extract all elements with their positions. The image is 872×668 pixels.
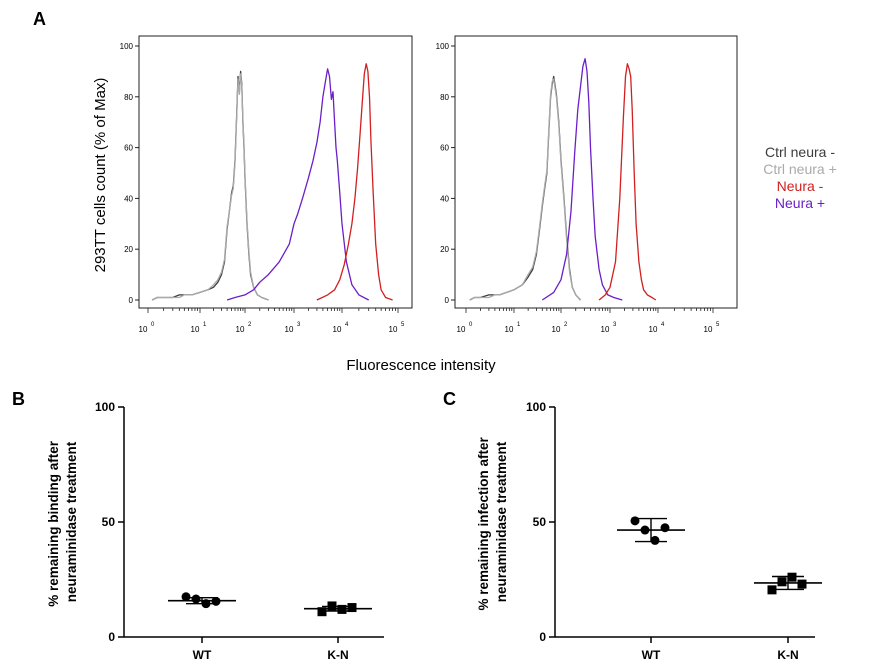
data-point-k-n bbox=[317, 607, 327, 617]
panel-a-x-tick-exponent: 1 bbox=[517, 322, 521, 328]
panel-b-y-axis-title-line1: % remaining binding after neuraminidase … bbox=[46, 437, 79, 607]
panel-a-x-tick-exponent: 3 bbox=[297, 322, 301, 328]
data-point-k-n bbox=[327, 601, 337, 611]
panel-a-x-tick-exponent: 2 bbox=[564, 322, 568, 328]
panel-a-y-tick-label: 20 bbox=[124, 245, 133, 254]
data-point-k-n bbox=[797, 579, 807, 589]
y-tick-label: 50 bbox=[102, 515, 116, 529]
panel-a-y-tick-label: 0 bbox=[129, 296, 134, 305]
panel-a-x-tick-exponent: 4 bbox=[661, 322, 665, 328]
data-point-wt bbox=[181, 592, 191, 602]
histogram-line-neura bbox=[541, 58, 623, 301]
panel-a-y-tick-label: 0 bbox=[445, 296, 450, 305]
y-tick-label: 0 bbox=[108, 630, 115, 644]
histogram-line-ctrl-neura bbox=[151, 70, 269, 301]
y-tick-label: 0 bbox=[539, 630, 546, 644]
panel-a-x-tick-exponent: 2 bbox=[248, 322, 252, 328]
panel-a-legend: Ctrl neura -Ctrl neura +Neura -Neura + bbox=[763, 144, 837, 211]
panel-a-x-tick-label: 10 bbox=[333, 325, 342, 334]
panel-c-y-axis-title-line2: neuraminidase treatment bbox=[494, 441, 509, 602]
histogram-line-neura bbox=[316, 63, 393, 301]
histogram-line-neura bbox=[226, 68, 370, 301]
histogram-line-neura bbox=[598, 63, 657, 301]
panel-a-x-tick-label: 10 bbox=[552, 325, 561, 334]
panel-a-x-tick-label: 10 bbox=[457, 325, 466, 334]
panel-a-x-tick-exponent: 1 bbox=[203, 322, 207, 328]
data-point-wt bbox=[201, 599, 211, 609]
panel-a-x-axis-title: Fluorescence intensity bbox=[346, 357, 496, 374]
panel-b-y-axis-title: % remaining binding after bbox=[46, 440, 61, 607]
panel-a-y-tick-label: 100 bbox=[436, 42, 450, 51]
panel-a-x-tick-exponent: 4 bbox=[345, 322, 349, 328]
panel-a-y-tick-label: 60 bbox=[440, 144, 449, 153]
y-tick-label: 50 bbox=[533, 515, 547, 529]
x-tick-label-wt: WT bbox=[642, 648, 661, 662]
x-tick-label-k-n: K-N bbox=[327, 648, 348, 662]
panel-letter-a: A bbox=[33, 9, 46, 29]
data-point-k-n bbox=[337, 604, 347, 614]
data-point-wt bbox=[640, 525, 650, 535]
panel-a-y-axis-title: 293TT cells count (% of Max) bbox=[92, 78, 109, 273]
legend-entry: Ctrl neura + bbox=[763, 161, 837, 177]
panel-a-plot-frame bbox=[138, 35, 413, 309]
histogram-line-ctrl-neura bbox=[469, 78, 581, 301]
data-point-wt bbox=[191, 594, 201, 604]
panel-a-x-tick-label: 10 bbox=[285, 325, 294, 334]
panel-letter-b: B bbox=[12, 389, 25, 409]
panel-a-x-tick-exponent: 5 bbox=[716, 322, 720, 328]
panel-b-binding-scatter: % remaining binding after neuraminidase … bbox=[46, 400, 384, 662]
panel-a-x-tick-exponent: 0 bbox=[469, 322, 473, 328]
data-point-k-n bbox=[777, 577, 787, 587]
panel-a-y-tick-label: 60 bbox=[124, 144, 133, 153]
panel-a-x-tick-label: 10 bbox=[704, 325, 713, 334]
panel-a-x-tick-label: 10 bbox=[139, 325, 148, 334]
y-tick-label: 100 bbox=[95, 400, 115, 414]
y-tick-label: 100 bbox=[526, 400, 546, 414]
legend-entry: Ctrl neura - bbox=[765, 144, 835, 160]
panel-a-x-tick-label: 10 bbox=[505, 325, 514, 334]
panel-a-x-tick-exponent: 3 bbox=[613, 322, 617, 328]
panel-c-y-axis-title-line1: % remaining infection after neuraminidas… bbox=[476, 433, 509, 610]
panel-a-x-tick-exponent: 5 bbox=[401, 322, 405, 328]
data-point-k-n bbox=[767, 585, 777, 595]
panel-a-x-tick-label: 10 bbox=[236, 325, 245, 334]
histogram-line-ctrl-neura bbox=[151, 73, 269, 301]
panel-a-x-tick-exponent: 0 bbox=[151, 322, 155, 328]
panel-a-y-tick-label: 40 bbox=[124, 194, 133, 203]
data-point-k-n bbox=[787, 572, 797, 582]
panel-a-y-tick-label: 80 bbox=[124, 93, 133, 102]
panel-letter-c: C bbox=[443, 389, 456, 409]
panel-c-infection-scatter: % remaining infection after neuraminidas… bbox=[476, 400, 822, 662]
panel-a-y-tick-label: 80 bbox=[440, 93, 449, 102]
panel-a-x-tick-label: 10 bbox=[601, 325, 610, 334]
panel-a-flow-histograms: 293TT cells count (% of Max) Fluorescenc… bbox=[92, 35, 837, 374]
legend-entry: Neura + bbox=[775, 195, 825, 211]
panel-a-x-tick-label: 10 bbox=[389, 325, 398, 334]
legend-entry: Neura - bbox=[777, 178, 824, 194]
panel-a-y-tick-label: 40 bbox=[440, 194, 449, 203]
data-point-wt bbox=[211, 596, 221, 606]
x-tick-label-wt: WT bbox=[193, 648, 212, 662]
data-point-wt bbox=[630, 516, 640, 526]
panel-a-x-tick-label: 10 bbox=[191, 325, 200, 334]
data-point-wt bbox=[660, 523, 670, 533]
panel-b-y-axis-title-line2: neuraminidase treatment bbox=[64, 441, 79, 602]
panel-a-plot-frame bbox=[454, 35, 738, 309]
x-tick-label-k-n: K-N bbox=[777, 648, 798, 662]
panel-c-y-axis-title: % remaining infection after bbox=[476, 436, 491, 610]
data-point-wt bbox=[650, 535, 660, 545]
data-point-k-n bbox=[347, 603, 357, 613]
panel-a-y-tick-label: 20 bbox=[440, 245, 449, 254]
panel-a-y-tick-label: 100 bbox=[120, 42, 134, 51]
panel-a-x-tick-label: 10 bbox=[649, 325, 658, 334]
